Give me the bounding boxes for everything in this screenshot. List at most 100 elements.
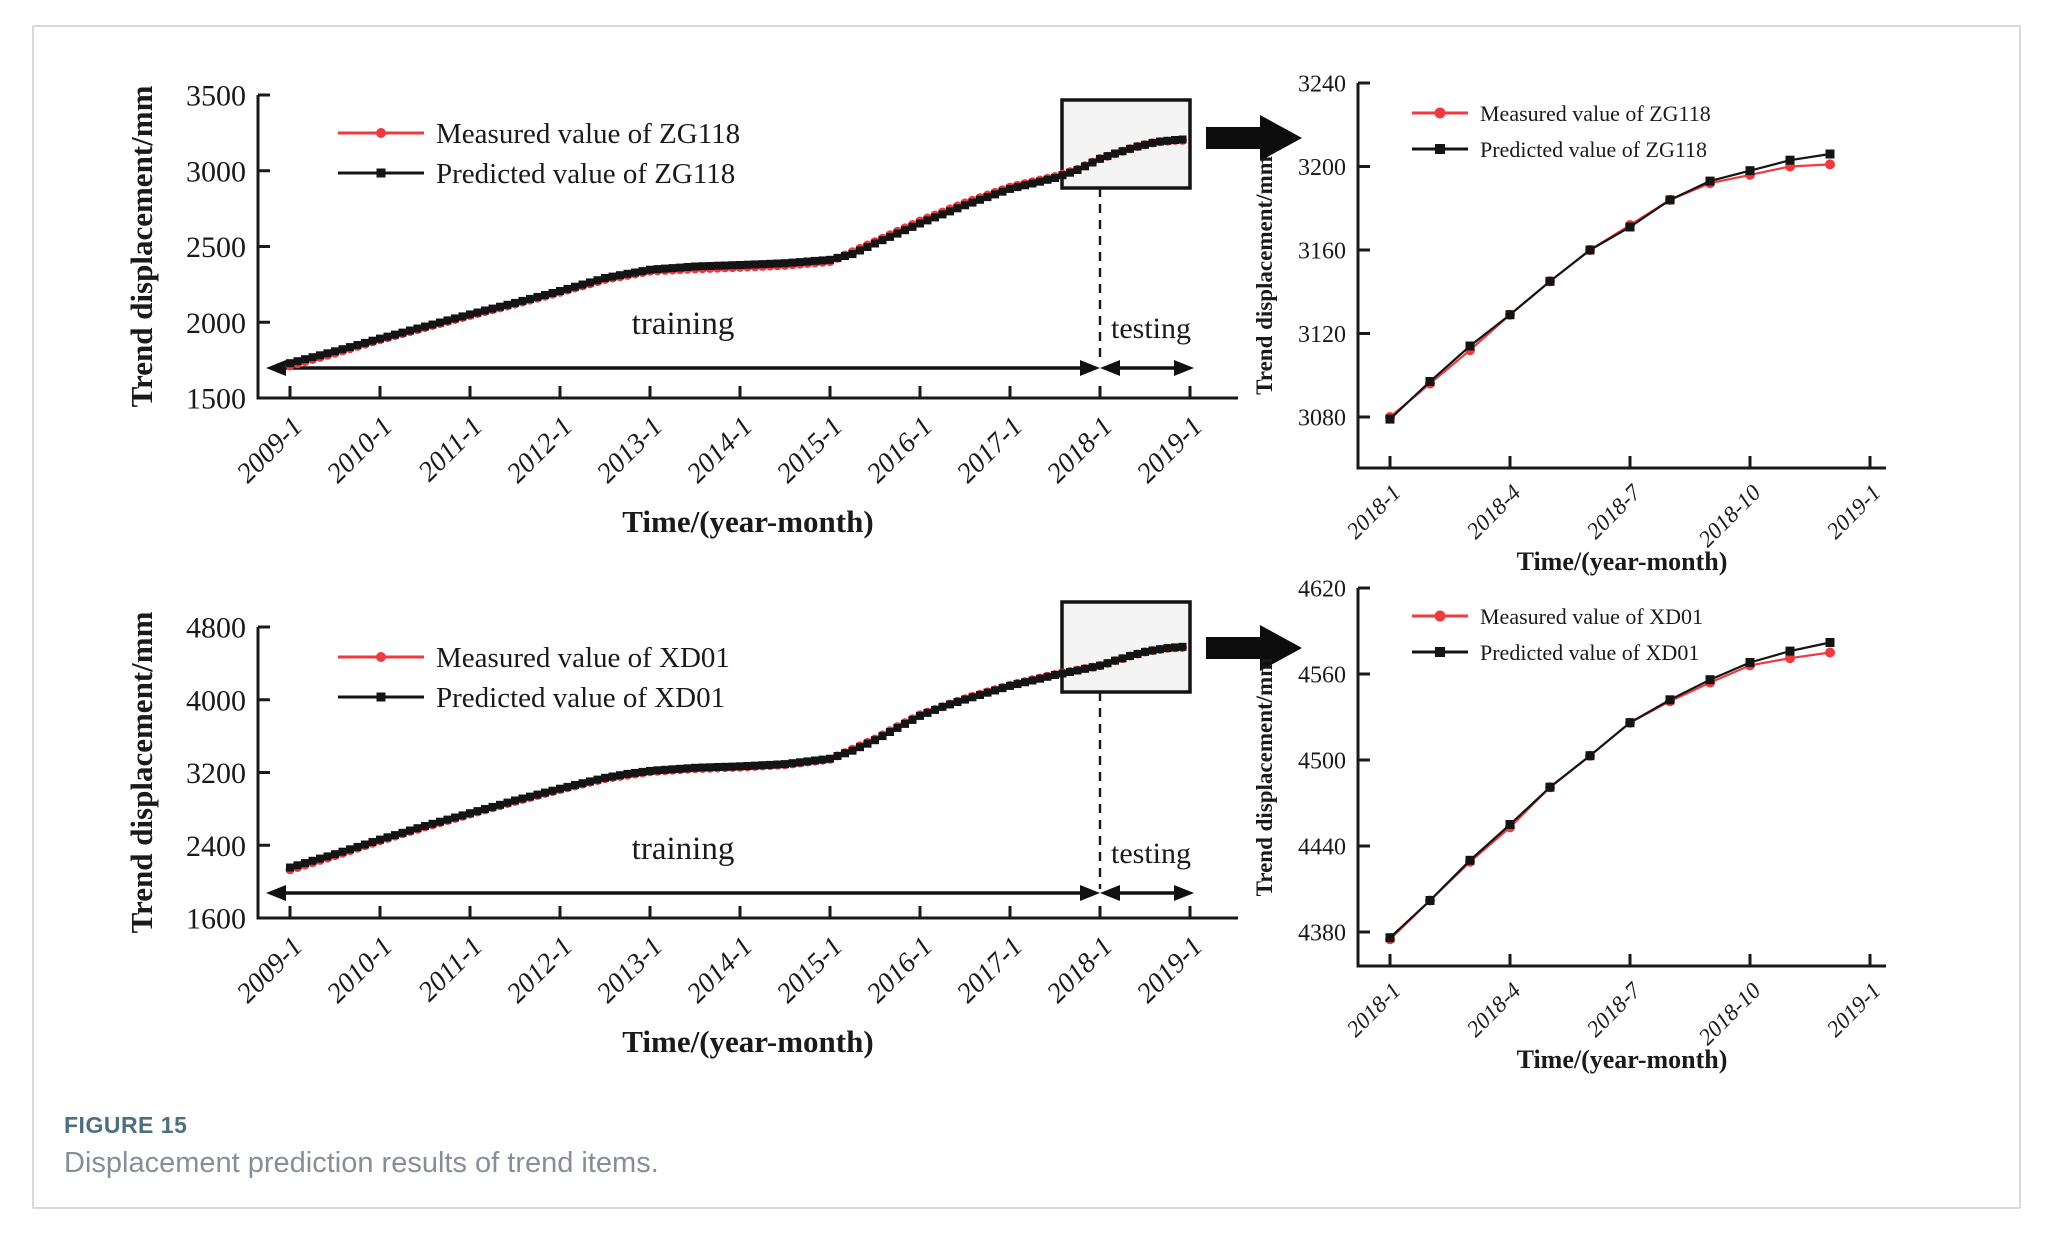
marker-square (796, 258, 804, 267)
marker-square (1021, 678, 1029, 687)
marker-square (383, 833, 392, 842)
legend-item: Measured value of XD01 (338, 642, 730, 674)
marker-square (953, 698, 962, 706)
legend-marker-circle (1434, 610, 1446, 622)
marker-square (728, 261, 737, 270)
y-tick-label: 4800 (186, 612, 246, 645)
marker-square (563, 782, 572, 791)
marker-square (451, 314, 459, 323)
marker-square (571, 282, 579, 291)
marker-square (368, 336, 377, 345)
marker-square (451, 813, 459, 822)
marker-square (286, 863, 294, 872)
x-tick-label: 2012-1 (501, 931, 579, 1009)
marker-square (878, 732, 887, 741)
series-predicted (1385, 638, 1835, 943)
marker-square (1088, 158, 1097, 167)
marker-square (1825, 638, 1835, 647)
marker-square (526, 792, 534, 801)
marker-square (533, 292, 542, 301)
marker-square (901, 719, 909, 728)
marker-square (1178, 135, 1187, 144)
x-axis-title: Time/(year-month) (622, 504, 873, 539)
legend-item: Predicted value of XD01 (1412, 640, 1699, 665)
marker-square (421, 322, 429, 331)
marker-square (1051, 671, 1059, 679)
marker-square (646, 265, 654, 274)
marker-square (518, 296, 527, 305)
marker-square (721, 261, 729, 270)
marker-square (1625, 222, 1635, 232)
marker-square (578, 779, 587, 788)
marker-square (316, 351, 324, 360)
marker-square (413, 324, 422, 333)
marker-square (713, 261, 722, 270)
marker-circle (1825, 159, 1835, 170)
marker-square (638, 267, 647, 276)
x-tick-label: 2018-1 (1041, 931, 1119, 1009)
marker-square (1006, 681, 1014, 690)
marker-square (1103, 152, 1112, 161)
marker-square (413, 824, 422, 833)
marker-square (938, 210, 947, 219)
marker-square (1425, 896, 1435, 905)
marker-square (473, 807, 482, 816)
marker-square (391, 831, 399, 840)
marker-square (841, 252, 849, 260)
marker-square (743, 762, 752, 770)
marker-square (856, 743, 864, 752)
marker-square (1081, 162, 1089, 171)
marker-square (788, 258, 797, 267)
marker-square (781, 259, 789, 268)
marker-square (1006, 184, 1014, 193)
marker-square (676, 263, 684, 272)
marker-square (953, 204, 962, 213)
marker-square (1058, 171, 1067, 180)
marker-square (556, 287, 564, 295)
marker-square (338, 345, 347, 354)
y-tick-label: 1500 (186, 383, 246, 416)
x-axis-title: Time/(year-month) (622, 1024, 873, 1059)
marker-square (1625, 718, 1635, 728)
marker-square (833, 752, 842, 760)
marker-square (353, 842, 362, 851)
y-tick-label: 3200 (186, 757, 246, 790)
marker-square (871, 239, 879, 248)
marker-square (1021, 181, 1029, 190)
marker-square (1133, 650, 1142, 658)
marker-square (803, 757, 812, 766)
marker-square (1051, 174, 1059, 182)
arrowhead-icon (266, 885, 286, 901)
marker-square (983, 688, 992, 697)
marker-square (818, 256, 827, 265)
y-tick-label: 4000 (186, 684, 246, 717)
marker-square (728, 762, 737, 771)
marker-square (601, 274, 609, 282)
marker-square (541, 291, 549, 299)
marker-square (991, 190, 999, 199)
series-line (1389, 641, 1831, 939)
marker-circle (1785, 653, 1795, 664)
marker-square (661, 765, 669, 774)
marker-square (443, 316, 452, 325)
y-axis-title: Trend displacement/mm (124, 611, 159, 933)
series-predicted (286, 642, 1187, 872)
marker-square (1111, 656, 1119, 665)
marker-square (398, 828, 407, 837)
x-tick-label: 2013-1 (591, 411, 669, 489)
marker-square (1425, 377, 1435, 386)
x-tick-label: 2016-1 (861, 411, 939, 489)
marker-square (1028, 676, 1037, 685)
marker-square (526, 294, 534, 303)
arrowhead-icon (1174, 360, 1194, 376)
marker-square (1028, 179, 1037, 188)
marker-square (428, 819, 437, 828)
marker-square (331, 347, 339, 356)
marker-square (346, 845, 354, 854)
marker-square (863, 739, 872, 748)
marker-square (301, 859, 309, 868)
marker-square (1545, 276, 1555, 286)
marker-square (691, 262, 699, 271)
marker-square (593, 276, 602, 285)
marker-square (668, 264, 677, 273)
